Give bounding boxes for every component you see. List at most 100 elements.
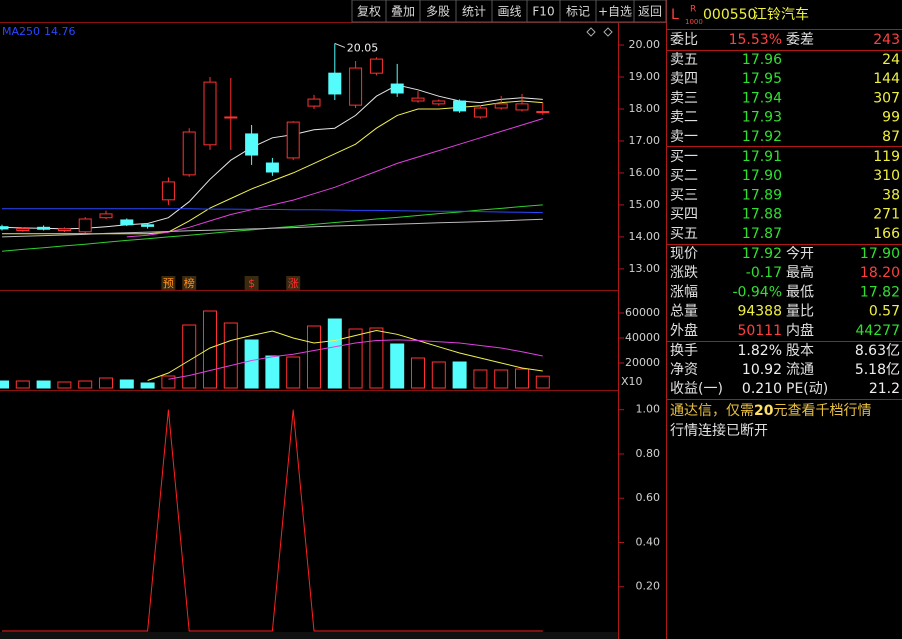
quote-text: 17.89 (742, 187, 782, 203)
notice-part: 元查看千档行情 (773, 403, 871, 419)
quote-text: 307 (873, 90, 900, 106)
signal-label: 榜 (184, 276, 195, 290)
signal-label: $ (248, 277, 255, 290)
toolbar-label[interactable]: 多股 (426, 5, 450, 19)
volume-bar (36, 380, 51, 389)
quote-text: 99 (882, 110, 900, 126)
quote-text: PE(动) (786, 381, 828, 397)
quote-text: 17.90 (860, 246, 900, 262)
volume-bar (244, 339, 259, 389)
signal-box (286, 276, 301, 290)
quote-text: 卖二 (670, 110, 698, 126)
volume-bar (15, 380, 30, 389)
quote-text: 卖四 (670, 71, 698, 87)
y-tick-label: 17.00 (629, 134, 661, 147)
quote-text: 17.91 (742, 149, 782, 165)
quote-sup: R (690, 5, 696, 15)
date-strip (0, 632, 618, 639)
candle-body (494, 103, 508, 109)
volume-bar (140, 382, 155, 389)
quote-text: 卖五 (670, 52, 698, 68)
quote-text: 310 (873, 168, 900, 184)
notice-part: 20 (754, 403, 774, 419)
volume-ma-line (147, 329, 543, 381)
toolbar-button[interactable] (633, 0, 667, 23)
quote-text: 买二 (670, 168, 698, 184)
quote-text: 行情连接已断开 (670, 422, 768, 439)
quote-text: 委比 (670, 32, 698, 48)
quote-text: L (671, 7, 679, 23)
quote-text: 买五 (670, 226, 698, 242)
toolbar-label[interactable]: 画线 (497, 5, 521, 19)
quote-text: 0.57 (869, 304, 900, 320)
signal-box (244, 276, 259, 290)
quote-text: 买一 (670, 149, 698, 165)
quote-text: 17.95 (742, 71, 782, 87)
quote-text: 现价 (670, 246, 698, 262)
candle-body (37, 226, 51, 230)
quote-text: 买四 (670, 207, 698, 223)
toolbar-label[interactable]: 复权 (357, 5, 381, 19)
volume-bar (0, 380, 9, 389)
toolbar-label[interactable]: 叠加 (391, 5, 415, 19)
candle-body (411, 97, 425, 102)
volume-unit: X10 (621, 375, 643, 388)
diamond-icons (586, 27, 613, 37)
quote-text: 21.2 (869, 381, 900, 397)
volume-bar (348, 328, 363, 389)
volume-bar (182, 324, 197, 389)
candle-body (245, 133, 259, 156)
candle-body (182, 131, 196, 176)
quote-text: 18.20 (860, 265, 900, 281)
volume-bar (223, 322, 238, 389)
quote-text: 量比 (786, 304, 814, 320)
volume-bar (286, 356, 301, 389)
volume-bar (411, 357, 425, 389)
toolbar-label[interactable]: 标记 (566, 5, 590, 19)
quote-text: 收益(一) (670, 381, 723, 397)
volume-bar (307, 325, 321, 389)
toolbar-label[interactable]: 统计 (462, 5, 486, 19)
candle-body (57, 228, 71, 232)
volume-bar (119, 379, 134, 389)
volume-bar (327, 318, 342, 389)
volume-bar (494, 369, 509, 389)
candle-body (432, 100, 446, 105)
quote-text: 119 (873, 149, 900, 165)
y-tick-label: 0.40 (636, 535, 661, 548)
quote-text: 最高 (786, 264, 814, 281)
volume-bar (161, 375, 176, 389)
volume-bar (452, 361, 467, 389)
quote-text: 今开 (786, 246, 814, 262)
candle-body (515, 103, 529, 111)
candle-body (265, 162, 279, 173)
y-tick-label: 15.00 (629, 198, 661, 211)
candle-body (453, 100, 467, 112)
quote-text: -0.17 (746, 265, 782, 281)
quote-text: 17.92 (742, 246, 782, 262)
ma-line (2, 208, 543, 214)
quote-text: -0.94% (732, 284, 782, 300)
quote-text: 0.210 (742, 381, 782, 397)
candle-body (99, 213, 113, 219)
candle-body (307, 98, 321, 107)
quote-text: 流通 (786, 362, 814, 378)
volume-bar (57, 381, 72, 389)
quote-text: 换手 (670, 342, 698, 359)
quote-text: 17.88 (742, 207, 782, 223)
signal-box (161, 276, 176, 290)
quote-text: 总量 (670, 304, 698, 320)
toolbar-label[interactable]: +自选 (598, 5, 632, 19)
volume-bar (78, 380, 93, 389)
quote-text: 24 (882, 52, 900, 68)
toolbar-label[interactable]: F10 (532, 5, 554, 19)
y-tick-label: 0.60 (636, 491, 661, 504)
quote-text: 38 (882, 187, 900, 203)
ma-line (1, 218, 543, 238)
y-tick-label: 13.00 (629, 262, 661, 275)
toolbar-label[interactable]: 返回 (638, 5, 662, 19)
quote-text: 144 (873, 71, 900, 87)
volume-ma-line (168, 339, 543, 380)
